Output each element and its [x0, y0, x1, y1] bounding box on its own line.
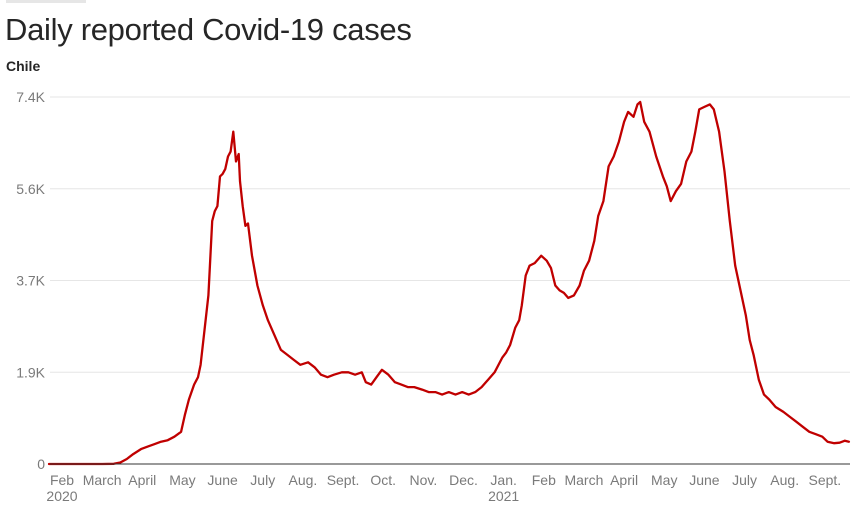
x-tick-label: Aug.: [288, 472, 317, 488]
gridlines: [50, 96, 850, 373]
y-tick-label: 3.7K: [16, 273, 45, 289]
x-tick-label: March: [83, 472, 122, 488]
x-tick-label: Aug.: [770, 472, 799, 488]
x-tick-label: Feb: [50, 472, 74, 488]
top-rule: [6, 0, 86, 3]
x-tick-label: Sept.: [808, 472, 841, 488]
y-tick-label: 5.6K: [16, 181, 45, 197]
x-year-label: 2020: [46, 488, 77, 504]
x-tick-label: April: [128, 472, 156, 488]
y-tick-label: 1.9K: [16, 364, 45, 380]
x-tick-label: March: [564, 472, 603, 488]
x-tick-label: May: [651, 472, 677, 488]
x-tick-label: Dec.: [449, 472, 478, 488]
x-tick-label: May: [169, 472, 195, 488]
y-tick-label: 0: [37, 456, 45, 472]
series-line-chile: [47, 100, 851, 466]
x-tick-label: June: [689, 472, 720, 488]
x-year-label: 2021: [488, 488, 519, 504]
x-tick-label: Nov.: [409, 472, 437, 488]
x-tick-label: July: [732, 472, 757, 488]
chart-title: Daily reported Covid-19 cases: [5, 12, 412, 47]
x-tick-label: Sept.: [327, 472, 360, 488]
x-tick-label: June: [207, 472, 238, 488]
x-tick-label: Jan.: [490, 472, 516, 488]
x-tick-label: July: [250, 472, 275, 488]
y-axis-labels: 0 1.9K 3.7K 5.6K 7.4K: [16, 89, 45, 472]
x-tick-label: April: [610, 472, 638, 488]
x-tick-label: Feb: [532, 472, 556, 488]
chart-subtitle: Chile: [6, 58, 41, 74]
y-tick-label: 7.4K: [16, 89, 45, 105]
x-tick-label: Oct.: [370, 472, 396, 488]
